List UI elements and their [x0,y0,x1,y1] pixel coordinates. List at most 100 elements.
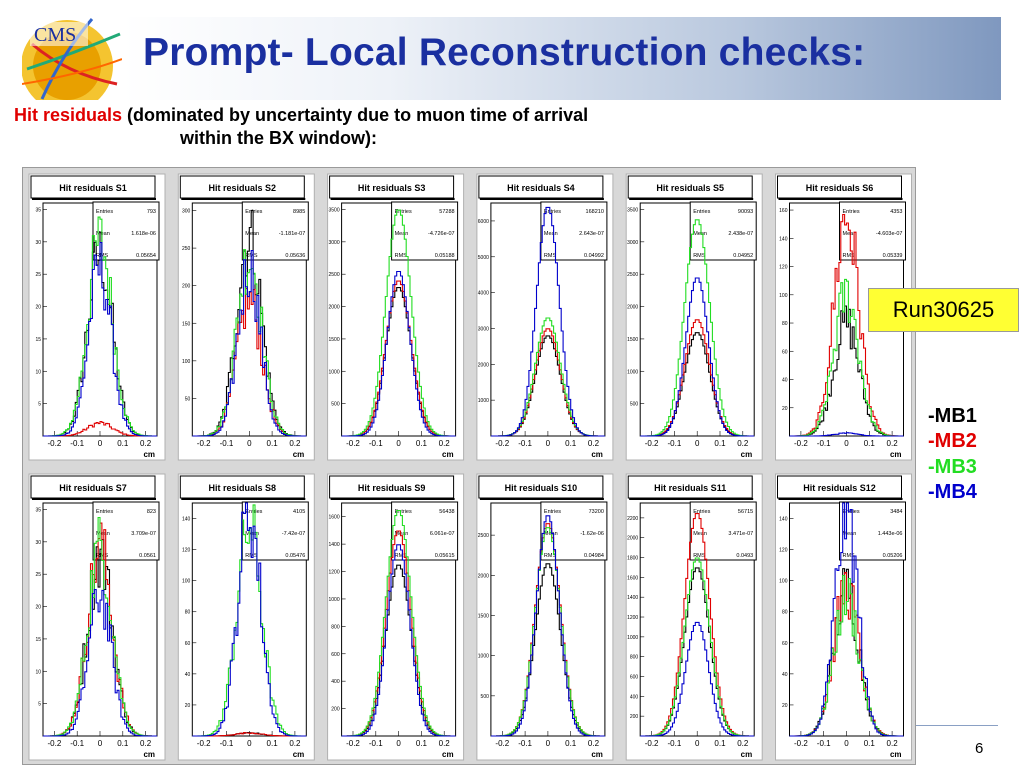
histogram-mb3 [43,516,157,737]
y-tick-label: 5000 [478,255,489,261]
x-tick-label: -0.2 [495,439,509,448]
x-axis-label: cm [143,450,155,459]
y-tick-label: 1600 [627,575,638,581]
panel-title: Hit residuals S6 [806,183,874,193]
x-tick-label: -0.1 [220,439,234,448]
x-tick-label: 0 [844,439,849,448]
stat-value: 3.471e-07 [728,531,753,537]
y-tick-label: 100 [779,293,788,299]
slide-subtitle: Hit residuals (dominated by uncertainty … [14,104,588,151]
y-tick-label: 1000 [627,635,638,641]
stats-box [92,201,160,261]
x-tick-label: 0.2 [588,439,600,448]
x-tick-label: -0.1 [70,739,84,748]
subtitle-line2: within the BX window): [180,128,377,149]
stat-label: Entries [544,209,561,215]
y-tick-label: 2000 [328,305,339,311]
x-tick-label: 0 [695,439,700,448]
x-tick-label: 0.1 [864,739,876,748]
stat-value: 4353 [890,209,902,215]
y-tick-label: 10 [35,369,41,375]
x-tick-label: -0.1 [817,439,831,448]
x-tick-label: 0 [247,439,252,448]
y-tick-label: 80 [185,610,191,616]
y-tick-label: 35 [35,207,41,213]
histogram-mb4 [192,502,307,737]
y-tick-label: 200 [331,707,340,713]
histogram-panel: Entries 57288 Mean -4.726e-07 RMS 0.05188 Hit … [327,173,465,461]
stat-value: 1.443e-06 [878,531,903,537]
y-tick-label: 160 [779,208,788,214]
x-axis-label: cm [890,450,902,459]
legend: -MB1 -MB2 -MB3 -MB4 [928,404,977,506]
x-tick-label: 0 [247,739,252,748]
histogram-mb4 [43,241,157,437]
stat-value: 823 [147,509,156,515]
x-tick-label: -0.2 [346,739,360,748]
histogram-canvas: Entries 793 Mean 1.618e-06 RMS 0.05654 Hit res… [22,167,916,765]
y-tick-label: 600 [630,675,639,681]
page-number: 6 [975,740,984,757]
stat-label: RMS [843,253,856,259]
y-tick-label: 3500 [328,207,339,213]
x-tick-label: 0.1 [416,739,428,748]
y-tick-label: 20 [35,305,41,311]
histogram-mb3 [43,216,157,437]
y-tick-label: 15 [35,637,41,643]
x-tick-label: -0.2 [645,739,659,748]
stat-value: 4105 [293,509,305,515]
x-axis-label: cm [143,750,155,759]
legend-mb4: -MB4 [928,481,977,504]
y-tick-label: 2000 [478,573,489,579]
x-tick-label: -0.1 [70,439,84,448]
legend-mb2: -MB2 [928,430,977,453]
y-tick-label: 20 [35,605,41,611]
stat-label: Mean [96,231,110,237]
stat-value: 168210 [586,209,604,215]
x-axis-label: cm [293,750,305,759]
stat-label: RMS [693,253,706,259]
y-tick-label: 25 [35,572,41,578]
stat-value: 793 [147,209,156,215]
histogram-mb2 [43,420,157,437]
logo-text: CMS [34,24,76,46]
y-tick-label: 10 [35,669,41,675]
stat-label: Entries [843,209,860,215]
x-tick-label: 0.2 [289,739,301,748]
histogram-mb3 [640,557,755,737]
histogram-mb3 [192,504,307,737]
histogram-mb3 [341,209,456,437]
x-tick-label: 0.2 [439,439,451,448]
stat-value: 0.05339 [883,253,903,259]
y-tick-label: 60 [782,349,788,355]
x-tick-label: 0 [695,739,700,748]
y-tick-label: 150 [182,321,191,327]
histogram-mb3 [341,509,456,737]
y-tick-label: 40 [185,672,191,678]
y-tick-label: 2000 [627,536,638,542]
histogram-mb3 [789,278,904,437]
histogram-mb4 [341,544,456,737]
y-tick-label: 1000 [478,398,489,404]
histogram-panel: Entries 90093 Mean 2.438e-07 RMS 0.04952 Hit r… [625,173,763,461]
histogram-panel: Entries 73200 Mean -1.62e-06 RMS 0.04984 Hit r… [476,473,614,761]
x-tick-label: -0.2 [197,739,211,748]
x-axis-label: cm [741,450,753,459]
x-tick-label: 0.2 [439,739,451,748]
subtitle-highlight: Hit residuals [14,105,123,125]
histogram-panel: Entries 56715 Mean 3.471e-07 RMS 0.0493 Hit re… [625,473,763,761]
stats-box [839,501,906,561]
x-tick-label: -0.1 [518,439,532,448]
histogram-mb4 [490,515,605,737]
panel-title: Hit residuals S3 [358,183,426,193]
x-tick-label: 0.1 [117,739,129,748]
x-tick-label: -0.2 [346,439,360,448]
x-tick-label: -0.1 [369,739,383,748]
panel-title: Hit residuals S12 [803,483,876,493]
y-tick-label: 140 [182,517,191,523]
y-tick-label: 140 [779,236,788,242]
histogram-mb4 [640,621,755,737]
histogram-mb4 [490,206,605,437]
histogram-mb3 [192,249,307,437]
